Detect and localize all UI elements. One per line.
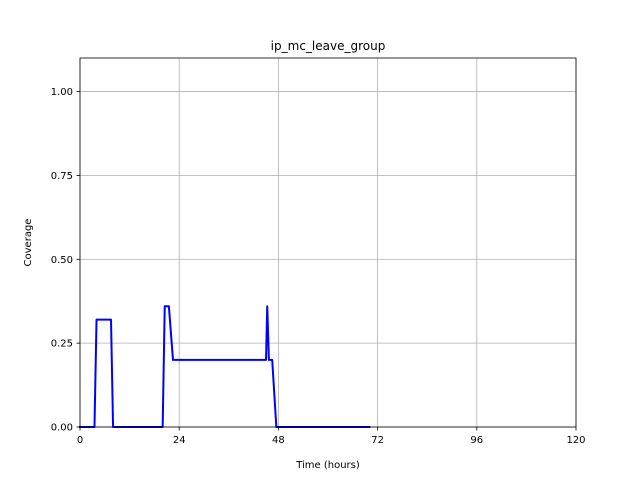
x-tick-label: 0 [77,435,83,446]
plot-frame [79,57,577,428]
chart-title: ip_mc_leave_group [271,39,386,53]
y-tick-label: 0.25 [51,339,73,350]
x-tick-label: 120 [566,435,585,446]
y-tick-label: 0.75 [51,171,73,182]
series-layer [79,305,371,428]
series-line-0 [79,305,371,428]
x-tick-label: 96 [470,435,483,446]
y-axis-label: Coverage [23,219,34,267]
ticks: 0 24 48 72 96 120 0.00 0.25 0.50 0.75 1.00 [51,87,586,446]
x-tick-label: 24 [173,435,186,446]
x-tick-label: 48 [272,435,285,446]
y-tick-label: 0.50 [51,255,73,266]
y-tick-label: 1.00 [51,87,73,98]
x-axis-label: Time (hours) [295,460,360,471]
y-tick-label: 0.00 [51,423,73,434]
x-tick-label: 72 [371,435,384,446]
